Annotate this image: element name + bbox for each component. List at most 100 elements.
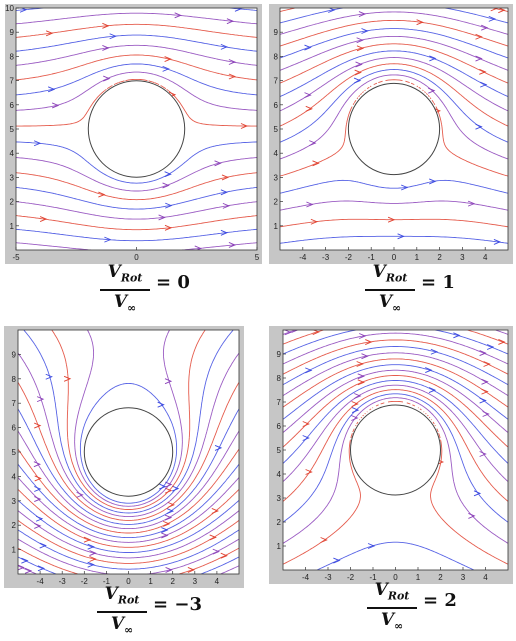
rotation-value: −3 [174, 594, 202, 615]
flow-arrow [83, 536, 92, 543]
y-tick-label: 1 [12, 546, 17, 555]
flow-arrow [47, 86, 56, 93]
flow-arrow [480, 81, 488, 88]
flow-arrow [34, 496, 42, 503]
flow-arrow [353, 77, 362, 84]
flow-arrow [164, 171, 172, 178]
flow-arrow [479, 350, 487, 357]
flow-arrow [473, 490, 482, 497]
y-tick-label: 8 [10, 52, 15, 61]
x-tick-label: -4 [302, 573, 310, 582]
y-tick-label: 4 [12, 472, 17, 481]
streamline [283, 358, 508, 408]
flow-arrow [354, 393, 362, 399]
streamline [16, 23, 257, 38]
flow-arrow [428, 87, 436, 94]
flow-arrow [220, 189, 229, 196]
flow-arrow [309, 140, 317, 147]
streamline [283, 397, 508, 544]
x-tick-label: 5 [255, 253, 260, 262]
flow-arrow [63, 375, 72, 382]
flow-arrow [351, 401, 359, 407]
flow-arrow [400, 184, 409, 191]
y-tick-label: 7 [274, 77, 279, 86]
flow-arrow [357, 379, 365, 386]
y-tick-label: 6 [10, 101, 15, 110]
flow-arrow [45, 373, 53, 380]
x-tick-label: 3 [461, 573, 466, 582]
flow-arrow [310, 218, 319, 225]
flow-arrow [163, 520, 171, 527]
streamline [16, 12, 257, 25]
streamline [16, 228, 257, 242]
flow-arrow [304, 44, 312, 51]
flow-arrow [498, 339, 506, 345]
flow-arrow [164, 378, 173, 385]
flow-arrow [109, 33, 117, 40]
y-tick-label: 7 [10, 77, 15, 86]
streamline [18, 448, 239, 534]
flow-arrow [356, 37, 364, 44]
streamline [280, 35, 508, 71]
cylinder-outline [347, 82, 441, 176]
streamline-panel-rot-0: -5 0 5 1 2 3 4 5 6 7 8 9 10 [5, 4, 262, 264]
flow-arrow [479, 397, 487, 404]
streamline [23, 330, 234, 514]
flow-arrow [479, 451, 487, 457]
flow-arrow [475, 33, 483, 40]
streamline-plot: -4 -3 -2 -1 0 1 2 3 4 1 2 3 4 5 6 7 8 9 [274, 7, 509, 262]
flow-arrow [165, 567, 173, 573]
streamline [18, 352, 239, 518]
flow-arrow [359, 333, 367, 339]
velocity-ratio-fraction: VRot V∞ [97, 584, 147, 641]
y-tick-label: 5 [274, 125, 279, 134]
streamline [51, 330, 206, 510]
y-tick-label: 9 [277, 350, 282, 359]
y-tick-label: 9 [274, 28, 279, 37]
flow-arrow [194, 245, 202, 250]
caption-rot-0: VRot V∞ = 0 [100, 262, 300, 315]
flow-arrow [304, 92, 312, 99]
cylinder-outline [350, 404, 441, 496]
flow-arrow [76, 491, 84, 498]
flow-arrow [493, 239, 502, 245]
flow-arrow [367, 543, 376, 549]
flow-arrow [34, 486, 42, 492]
flow-arrow [226, 18, 235, 25]
streamline [16, 54, 257, 81]
flow-arrow [164, 56, 172, 62]
flow-arrow [214, 445, 223, 451]
flow-arrow [320, 537, 328, 543]
y-tick-label: 6 [277, 422, 282, 431]
flow-arrow [161, 532, 169, 539]
streamline [283, 352, 508, 396]
flow-arrow [89, 550, 97, 556]
streamline-plot: -4 -3 -2 -1 0 1 2 3 4 1 2 3 4 5 6 7 8 9 [12, 329, 240, 586]
flow-arrow [453, 332, 461, 339]
flow-arrow [33, 461, 42, 468]
flow-arrow [161, 527, 169, 533]
streamline [18, 547, 239, 574]
streamline [18, 489, 239, 548]
flow-arrow [39, 216, 48, 222]
flow-arrow [220, 229, 229, 236]
x-tick-label: -3 [322, 253, 330, 262]
flow-arrow [36, 396, 45, 403]
flow-arrow [228, 59, 237, 65]
y-tick-label: 2 [277, 518, 282, 527]
streamline [280, 200, 508, 211]
flow-arrow [24, 567, 33, 574]
flow-arrow [222, 202, 231, 209]
y-tick-label: 2 [10, 198, 15, 207]
x-tick-label: -4 [37, 577, 45, 586]
y-tick-label: 9 [10, 28, 15, 37]
flow-arrow [240, 123, 249, 129]
flow-arrow [429, 178, 437, 185]
streamline [74, 330, 183, 507]
y-tick-label: 4 [10, 149, 15, 158]
flow-arrow [302, 421, 310, 427]
y-tick-label: 4 [274, 149, 279, 158]
streamline-plot: -4 -3 -2 -1 0 1 2 3 4 1 2 3 4 5 6 7 8 9 [277, 329, 509, 582]
x-tick-label: -1 [368, 253, 376, 262]
flow-arrow [228, 73, 237, 80]
